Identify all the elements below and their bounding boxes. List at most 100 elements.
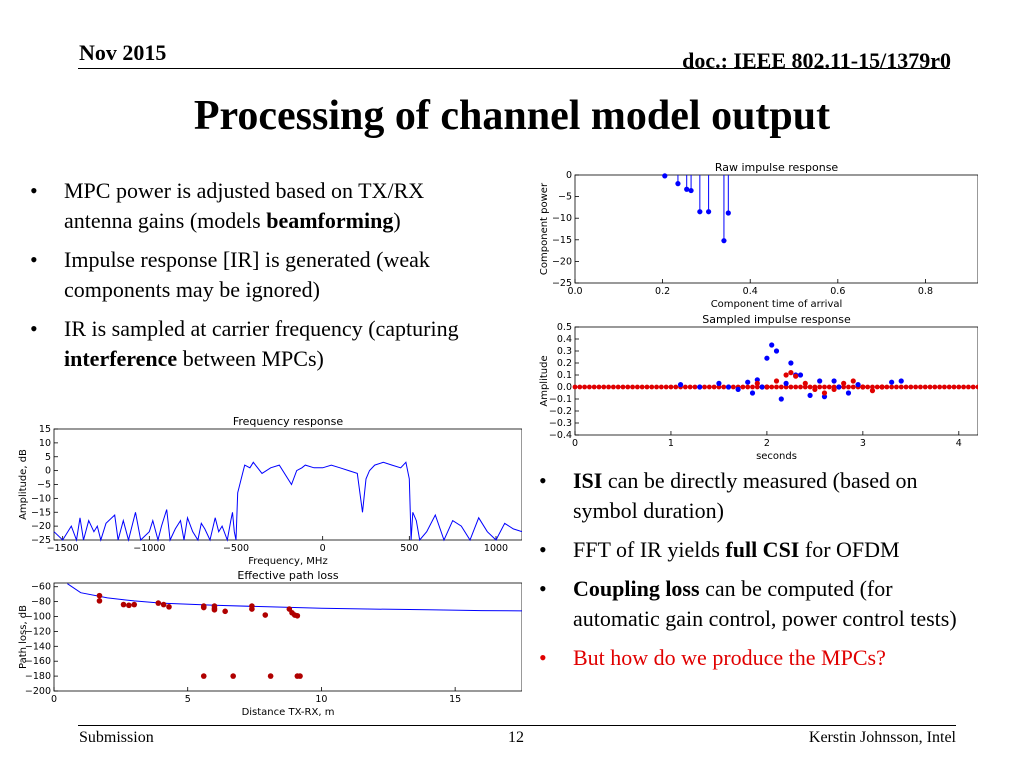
sample-point-red (754, 380, 760, 386)
bullet-item: • Coupling loss can be computed (for auto… (537, 574, 982, 634)
y-tick-label: −25 (31, 535, 51, 546)
bullet-marker: • (30, 178, 38, 203)
sample-point-red (730, 384, 736, 390)
bullet-text: But how do we produce the MPCs? (573, 645, 886, 670)
chart-title: Raw impulse response (715, 161, 839, 174)
sample-point-red (788, 370, 794, 376)
sample-point-blue (817, 378, 823, 384)
sample-point-red (865, 384, 871, 390)
path-loss-point (155, 600, 162, 606)
sample-point-red (874, 384, 880, 390)
sample-point-red (620, 384, 626, 390)
sample-point-red (774, 384, 779, 390)
raw-impulse-response-chart: Raw impulse response Component time of ar… (539, 161, 978, 310)
footer-page-number: 12 (508, 729, 524, 746)
x-tick-label: 0.0 (567, 286, 582, 297)
x-axis-label: Frequency, MHz (248, 556, 327, 567)
sample-point-red (951, 384, 957, 390)
y-tick-label: 5 (45, 452, 51, 463)
x-tick-label: −500 (223, 543, 249, 554)
frequency-response-chart: Frequency response Frequency, MHz Amplitud… (18, 415, 522, 567)
stem-marker (684, 186, 690, 192)
sample-point-blue (735, 386, 741, 392)
sample-point-blue (769, 342, 775, 348)
path-loss-point (160, 601, 167, 608)
sample-point-red (649, 384, 655, 390)
path-loss-point (96, 598, 103, 604)
bullet-item: • But how do we produce the MPCs? (537, 643, 982, 673)
path-loss-point (200, 604, 207, 611)
left-bullet-list: • MPC power is adjusted based on TX/RX an… (28, 176, 498, 383)
sample-point-red (831, 386, 837, 392)
sample-point-blue (749, 390, 756, 396)
plot-frame (53, 428, 522, 541)
sample-point-blue (725, 384, 732, 390)
bullet-marker: • (539, 537, 547, 562)
sample-point-blue (778, 396, 784, 402)
y-tick-label: −15 (552, 235, 572, 246)
bullet-text: IR is sampled at carrier frequency (capt… (64, 316, 459, 341)
x-axis-label: seconds (756, 451, 797, 462)
sample-point-blue (745, 379, 751, 385)
sample-point-red (946, 384, 952, 390)
path-loss-point (294, 612, 301, 619)
sample-point-red (783, 372, 789, 378)
bullet-text: can be computed (for automatic gain cont… (573, 576, 957, 631)
frequency-response-line (53, 461, 522, 542)
x-tick-label: 4 (956, 438, 962, 449)
sample-point-red (798, 384, 803, 390)
sample-point-red (970, 384, 976, 390)
sample-point-blue (697, 384, 703, 390)
y-tick-label: 0.3 (557, 346, 572, 357)
sample-point-red (596, 384, 602, 390)
sample-point-red (975, 384, 978, 390)
x-tick-label: 0.4 (743, 286, 758, 297)
bullet-text-bold: Coupling loss (573, 576, 700, 601)
path-loss-point (222, 608, 228, 615)
sample-point-blue (764, 355, 770, 361)
stem-marker (688, 187, 694, 194)
sample-point-blue (797, 372, 804, 378)
sample-point-red (841, 384, 847, 390)
path-loss-point (131, 601, 138, 608)
sample-point-red (754, 384, 760, 390)
y-tick-label: −25 (552, 278, 572, 289)
sample-point-red (783, 384, 789, 390)
bullet-text: can be directly measured (based on symbo… (573, 468, 918, 523)
right-bullet-list: • ISI can be directly measured (based on … (537, 466, 982, 682)
sample-point-red (582, 384, 587, 390)
y-axis-label: Amplitude (539, 355, 550, 406)
bullet-marker: • (30, 247, 38, 272)
sample-point-blue (773, 348, 780, 354)
y-tick-label: −20 (552, 256, 572, 267)
path-loss-point (262, 612, 269, 618)
y-tick-label: 0.1 (557, 370, 572, 381)
x-tick-label: 0 (320, 543, 326, 554)
sample-point-blue (788, 360, 794, 366)
y-tick-label: −140 (25, 641, 51, 652)
bullet-item: • FFT of IR yields full CSI for OFDM (537, 535, 982, 565)
effective-path-loss-chart: Effective path loss Distance TX-RX, m Path… (18, 569, 522, 718)
sample-point-red (682, 384, 688, 390)
sample-point-red (745, 384, 751, 390)
y-tick-label: −200 (25, 686, 51, 697)
sample-point-blue (821, 394, 828, 400)
sample-point-red (841, 380, 847, 386)
slide-title: Processing of channel model output (193, 93, 831, 139)
x-tick-label: −1500 (47, 543, 79, 554)
sample-point-blue (716, 380, 722, 386)
y-tick-label: −100 (25, 612, 51, 623)
sample-point-red (654, 384, 659, 390)
y-tick-label: 15 (39, 424, 51, 435)
bullet-text: MPC power is adjusted based on TX/RX ant… (64, 178, 425, 233)
sample-point-red (692, 384, 698, 390)
sample-point-red (802, 380, 808, 386)
sample-point-blue (759, 384, 765, 390)
header-date: Nov 2015 (79, 40, 167, 65)
sample-point-red (658, 384, 664, 390)
bullet-marker: • (539, 645, 547, 670)
footer-submission: Submission (79, 729, 154, 746)
x-tick-label: 0 (51, 694, 57, 705)
sample-point-red (721, 384, 727, 390)
sample-point-red (711, 384, 717, 390)
